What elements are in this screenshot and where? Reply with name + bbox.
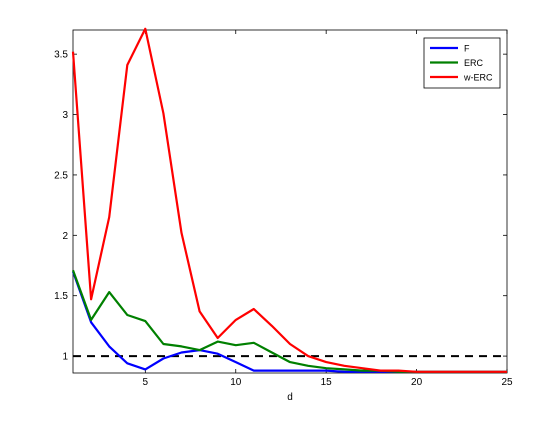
x-tick-label: 10 [230, 377, 242, 388]
y-tick-label: 1.5 [54, 291, 68, 302]
x-tick-label: 25 [501, 377, 513, 388]
legend-label: ERC [464, 58, 484, 68]
legend-label: w-ERC [463, 73, 493, 83]
y-tick-label: 2 [62, 231, 68, 242]
x-tick-label: 15 [321, 377, 333, 388]
x-tick-label: 20 [411, 377, 423, 388]
y-tick-label: 2.5 [54, 170, 68, 181]
x-tick-label: 5 [143, 377, 149, 388]
y-tick-label: 1 [62, 352, 68, 363]
y-tick-label: 3 [62, 110, 68, 121]
legend-label: F [464, 44, 470, 54]
series-line-w-erc [71, 27, 507, 373]
y-tick-label: 3.5 [54, 50, 68, 61]
x-axis-label: d [287, 392, 293, 403]
